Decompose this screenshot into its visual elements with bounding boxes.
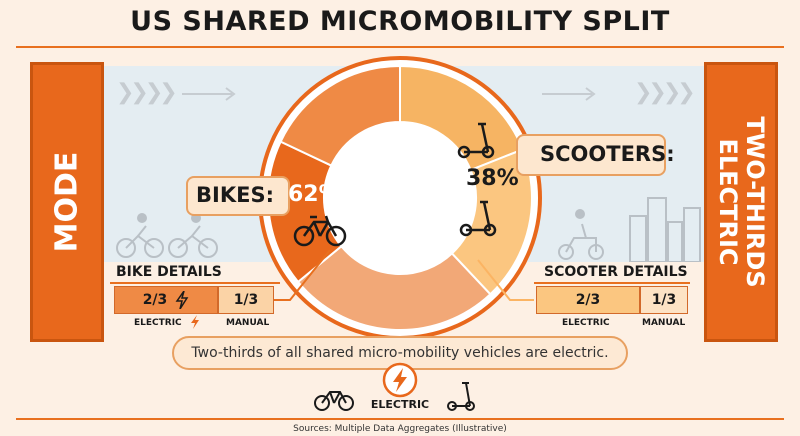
bikes-percentage: 62% xyxy=(288,182,341,207)
donut-hole xyxy=(324,122,476,274)
bottom-divider xyxy=(16,418,784,420)
scooter-manual-share: 1/3 xyxy=(651,292,677,308)
scooter-manual-share-cell: 1/3 xyxy=(640,286,688,314)
summary-banner: Two-thirds of all shared micro-mobility … xyxy=(172,336,628,370)
lightning-bolt-icon xyxy=(175,291,189,309)
summary-text: Two-thirds of all shared micro-mobility … xyxy=(191,345,609,361)
chevron-arrows-icon: ❯❯❯❯ xyxy=(634,80,696,105)
scooter-icon xyxy=(447,382,475,411)
scooter-electric-share-cell: 2/3 xyxy=(536,286,640,314)
bikes-label: BIKES: xyxy=(196,183,274,207)
scooter-details-divider xyxy=(534,282,690,284)
donut-slice-scooters xyxy=(450,148,533,296)
donut-chart xyxy=(258,56,542,340)
arrow-right-icon xyxy=(542,87,596,101)
bike-electric-share-cell: 2/3 xyxy=(114,286,218,314)
scooter-electric-share: 2/3 xyxy=(575,292,601,308)
lightning-bolt-icon xyxy=(382,362,418,398)
bike-details-divider xyxy=(110,282,280,284)
scooter-manual-caption: MANUAL xyxy=(642,318,686,328)
title-divider xyxy=(16,46,784,48)
bike-manual-share: 1/3 xyxy=(233,292,259,308)
scooters-percentage: 38% xyxy=(466,166,519,191)
side-panel-mode: MODE xyxy=(30,62,104,342)
scooter-icon xyxy=(459,200,497,237)
bike-electric-caption: ELECTRIC xyxy=(134,318,182,328)
lightning-bolt-icon xyxy=(191,315,199,329)
bike-manual-share-cell: 1/3 xyxy=(218,286,274,314)
scooter-icon xyxy=(457,122,495,159)
arrow-right-icon xyxy=(182,87,236,101)
page-title: US SHARED MICROMOBILITY SPLIT xyxy=(130,6,670,37)
bike-manual-caption: MANUAL xyxy=(226,318,270,328)
side-panel-two-thirds-electric: TWO-THIRDS ELECTRIC xyxy=(704,62,778,342)
source-note: Sources: Multiple Data Aggregates (Illus… xyxy=(293,424,507,434)
bicycle-icon xyxy=(293,215,347,247)
scooters-callout: SCOOTERS: xyxy=(516,134,675,176)
cyclist-silhouette-icon xyxy=(116,213,218,258)
city-skyline-icon xyxy=(558,197,701,262)
bikes-callout: BIKES: xyxy=(186,176,290,216)
scooter-details-title: SCOOTER DETAILS xyxy=(544,264,688,280)
bicycle-icon xyxy=(314,391,354,411)
scooters-label: SCOOTERS: xyxy=(540,142,675,166)
bike-details-title: BIKE DETAILS xyxy=(116,264,222,280)
chevron-arrows-icon: ❯❯❯❯ xyxy=(116,80,178,105)
electric-label: ELECTRIC xyxy=(370,398,430,411)
bike-electric-share: 2/3 xyxy=(142,292,168,308)
scooter-electric-caption: ELECTRIC xyxy=(562,318,610,328)
